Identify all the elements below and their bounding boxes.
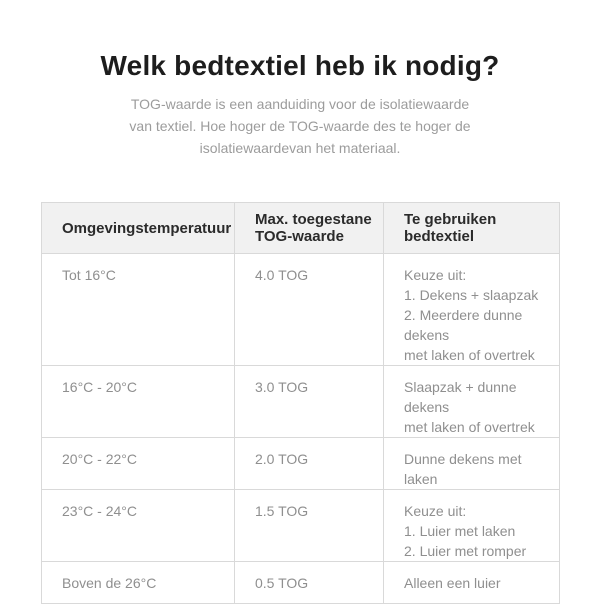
table-row: 20°C - 22°C 2.0 TOG Dunne dekens met lak… bbox=[41, 437, 560, 490]
page-title: Welk bedtextiel heb ik nodig? bbox=[100, 50, 500, 81]
table-row: Boven de 26°C 0.5 TOG Alleen een luier bbox=[41, 561, 560, 604]
cell-textile: Slaapzak + dunne dekens met laken of ove… bbox=[383, 365, 560, 438]
cell-textile: Alleen een luier bbox=[383, 561, 560, 604]
table-row: 16°C - 20°C 3.0 TOG Slaapzak + dunne dek… bbox=[41, 365, 560, 438]
cell-tog: 3.0 TOG bbox=[234, 365, 384, 438]
cell-temperature: Tot 16°C bbox=[41, 253, 235, 366]
cell-temperature: 16°C - 20°C bbox=[41, 365, 235, 438]
cell-tog: 1.5 TOG bbox=[234, 489, 384, 562]
cell-tog: 0.5 TOG bbox=[234, 561, 384, 604]
table-row: Tot 16°C 4.0 TOG Keuze uit: 1. Dekens + … bbox=[41, 253, 560, 366]
cell-temperature: 20°C - 22°C bbox=[41, 437, 235, 490]
table-row: 23°C - 24°C 1.5 TOG Keuze uit: 1. Luier … bbox=[41, 489, 560, 562]
cell-tog: 2.0 TOG bbox=[234, 437, 384, 490]
table-header-row: Omgevingstemperatuur Max. toegestane TOG… bbox=[41, 202, 560, 254]
page-subtitle: TOG-waarde is een aanduiding voor de iso… bbox=[129, 96, 471, 156]
cell-textile: Keuze uit: 1. Luier met laken 2. Luier m… bbox=[383, 489, 560, 562]
cell-textile: Keuze uit: 1. Dekens + slaapzak 2. Meerd… bbox=[383, 253, 560, 366]
header-cell-textile: Te gebruiken bedtextiel bbox=[383, 202, 560, 254]
cell-textile: Dunne dekens met laken bbox=[383, 437, 560, 490]
cell-tog: 4.0 TOG bbox=[234, 253, 384, 366]
cell-temperature: 23°C - 24°C bbox=[41, 489, 235, 562]
header-cell-tog: Max. toegestane TOG-waarde bbox=[234, 202, 384, 254]
cell-temperature: Boven de 26°C bbox=[41, 561, 235, 604]
bedtextiel-tog-table: Omgevingstemperatuur Max. toegestane TOG… bbox=[41, 202, 560, 604]
header-cell-temperature: Omgevingstemperatuur bbox=[41, 202, 235, 254]
